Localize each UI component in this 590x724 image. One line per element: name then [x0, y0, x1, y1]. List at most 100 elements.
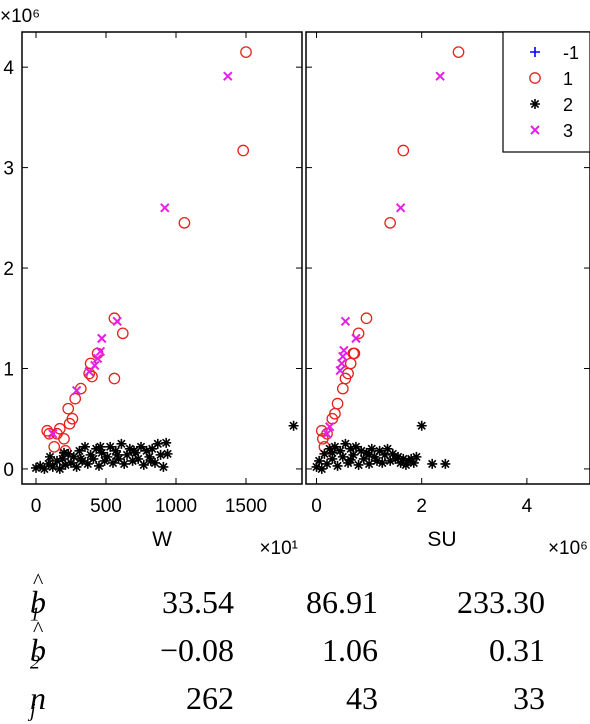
data-point-star — [141, 445, 152, 456]
stats-value: 233.30 — [457, 584, 545, 620]
data-point-star — [406, 453, 417, 464]
data-point-star — [105, 441, 116, 452]
data-point-circle — [360, 312, 373, 325]
data-point-star — [122, 449, 132, 460]
data-point-circle — [348, 347, 361, 360]
data-point-circle — [48, 440, 61, 453]
data-point-star — [133, 453, 144, 464]
data-point-star — [80, 441, 90, 452]
data-point-x — [351, 333, 361, 344]
data-point-star — [369, 451, 380, 462]
stats-value: 43 — [346, 680, 378, 716]
data-point-star — [340, 438, 351, 449]
data-point-x — [435, 71, 445, 81]
data-point-star — [66, 457, 76, 468]
legend-marker — [530, 99, 540, 109]
data-point-star — [127, 455, 138, 466]
x-tick-label: 1500 — [225, 496, 267, 517]
data-point-x — [112, 316, 122, 326]
data-point-star — [39, 463, 50, 474]
stats-value: 262 — [186, 680, 234, 716]
data-point-x — [324, 422, 335, 432]
x-axis-exponent: ×10¹ — [259, 538, 298, 559]
data-point-star — [116, 438, 127, 449]
stats-label-b1: b1 — [30, 568, 46, 626]
data-point-star — [327, 447, 338, 458]
legend-box — [502, 31, 590, 153]
data-point-star — [350, 441, 361, 452]
data-point-circle — [69, 392, 82, 405]
data-point-star — [162, 448, 173, 459]
legend-entry: 2 — [530, 95, 573, 115]
data-point-x — [48, 429, 58, 439]
data-point-star — [382, 443, 393, 454]
data-point-star — [82, 458, 93, 469]
data-point-circle — [452, 46, 465, 58]
y-tick-label: 3 — [3, 159, 14, 180]
x-tick-label: 0 — [31, 496, 42, 517]
scatter-panel-1: 0 500 1000 1500 0 1 2 3 4 W ×10¹ ×10⁶ — [0, 6, 303, 559]
data-point-star — [427, 458, 438, 469]
data-point-star — [147, 443, 158, 454]
data-point-star — [348, 449, 359, 460]
legend-label: 3 — [563, 121, 573, 141]
data-point-x — [339, 345, 349, 356]
x-tick-label: 2 — [416, 496, 427, 517]
legend-entry: 1 — [529, 69, 573, 89]
data-point-star — [387, 448, 398, 459]
data-point-star — [364, 458, 375, 469]
legend-marker — [530, 125, 540, 135]
data-point-star — [68, 451, 79, 462]
data-point-circle — [58, 432, 70, 445]
legend-label: 2 — [563, 95, 573, 115]
data-point-star — [395, 457, 406, 468]
data-point-circle — [240, 46, 252, 58]
data-point-x — [340, 316, 351, 326]
data-point-star — [319, 448, 330, 459]
data-point-star — [440, 458, 451, 469]
data-point-star — [322, 458, 333, 469]
data-point-star — [377, 457, 388, 468]
data-point-circle — [53, 422, 66, 435]
legend-label: -1 — [563, 43, 579, 63]
data-point-x — [97, 333, 107, 344]
data-point-star — [372, 455, 382, 466]
data-point-star — [411, 451, 422, 462]
data-point-x — [160, 203, 170, 213]
data-point-star — [385, 455, 396, 466]
data-point-star — [43, 458, 54, 469]
data-point-star — [408, 457, 419, 468]
data-point-circle — [397, 144, 410, 157]
data-point-x — [90, 360, 100, 371]
data-point-circle — [86, 370, 98, 383]
data-point-star — [345, 454, 356, 465]
data-point-star — [366, 443, 377, 454]
legend: -1 1 2 3 — [502, 31, 590, 153]
legend-label: 1 — [563, 69, 573, 89]
data-point-star — [398, 453, 409, 464]
scatter-figure: 0 500 1000 1500 0 1 2 3 4 W ×10¹ ×10⁶ 0 2 4 SU ×10⁶ -1 1 2 3 — [0, 6, 590, 559]
data-point-star — [88, 453, 99, 464]
data-point-star — [400, 459, 411, 470]
data-point-star — [288, 420, 299, 431]
data-point-star — [324, 443, 335, 454]
stats-value: −0.08 — [159, 632, 234, 668]
y-tick-label: 4 — [3, 58, 14, 79]
data-point-star — [63, 448, 74, 459]
data-point-star — [94, 460, 104, 471]
data-point-star — [74, 445, 85, 456]
y-tick-label: 2 — [3, 259, 14, 280]
data-point-star — [119, 458, 130, 469]
data-point-star — [393, 451, 404, 462]
data-point-circle — [336, 382, 349, 395]
x-axis-label: SU — [427, 528, 456, 551]
x-tick-label: 500 — [90, 496, 122, 517]
legend-marker — [529, 72, 541, 84]
data-point-star — [52, 455, 62, 466]
data-point-star — [124, 443, 135, 454]
data-point-star — [129, 445, 139, 456]
y-tick-label: 0 — [3, 460, 14, 481]
x-tick-label: 1000 — [155, 496, 197, 517]
